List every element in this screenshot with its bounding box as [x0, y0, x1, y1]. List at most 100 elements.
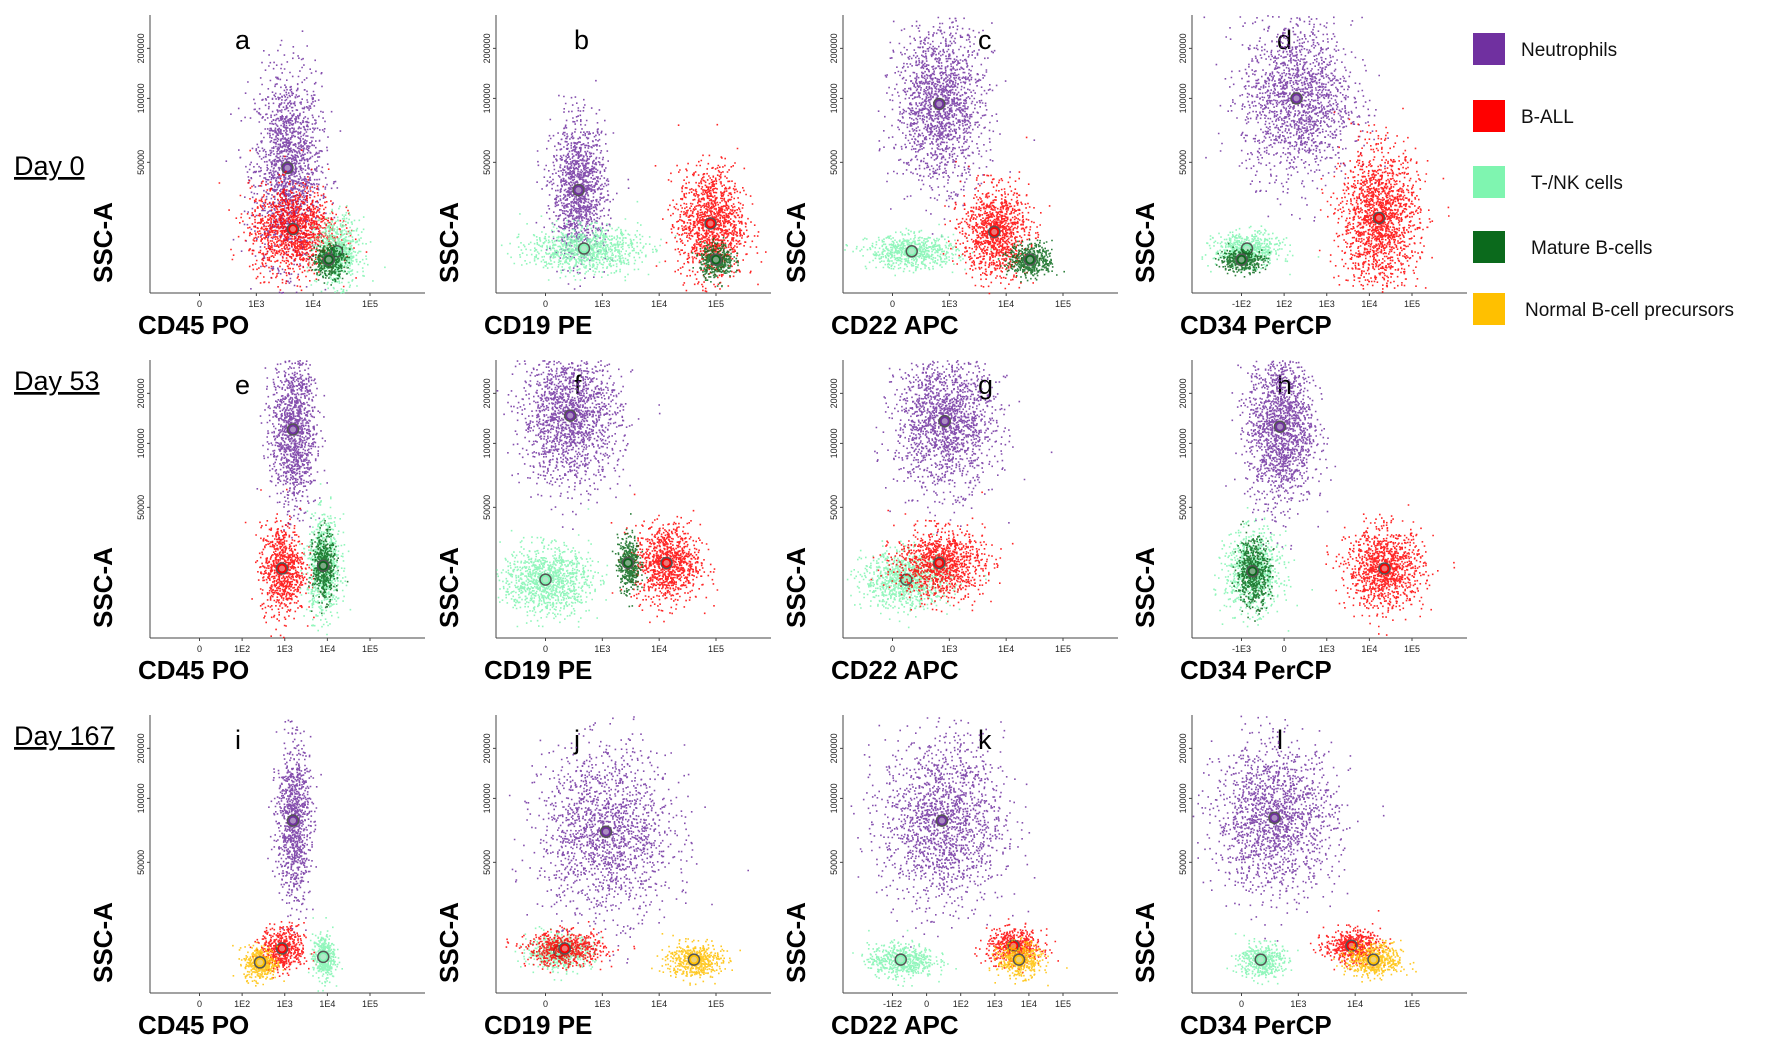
y-tick-label: 100000	[136, 83, 146, 113]
y-axis-title: SSC-A	[781, 902, 811, 983]
y-tick-label: 50000	[482, 495, 492, 520]
population-neutrophils	[496, 360, 661, 530]
population-b-all	[1318, 107, 1450, 293]
x-tick-label: 1E4	[319, 644, 335, 654]
panel-b: 50000 100000 200000 0 1E3 1E4 1E5 b SSC-A CD19 PE	[434, 15, 771, 340]
panel-letter: b	[574, 25, 589, 55]
y-tick-label: 50000	[482, 150, 492, 175]
legend-item-t-nk-cells: T-/NK cells	[1473, 166, 1623, 198]
population-points	[225, 30, 342, 294]
population-centroid-highlight	[320, 953, 327, 960]
x-tick-label: 1E5	[362, 999, 378, 1009]
x-tick-label: 1E3	[248, 299, 264, 309]
population-centroid-highlight	[561, 945, 568, 952]
panel-l: 50000 100000 200000 0 1E3 1E4 1E5 l SSC-A CD34 Pe…	[1130, 715, 1467, 1040]
x-tick-label: 0	[543, 999, 548, 1009]
x-tick-label: 1E2	[234, 644, 250, 654]
y-tick-label: 50000	[829, 150, 839, 175]
panel-k: 50000 100000 200000 -1E2 0 1E2 1E3 1E4 1E5 k SSC-A…	[781, 715, 1118, 1040]
x-tick-label: 1E3	[1319, 644, 1335, 654]
population-points	[1203, 15, 1389, 222]
x-tick-label: 1E4	[651, 644, 667, 654]
population-points	[500, 200, 677, 282]
population-centroid-highlight	[575, 187, 582, 194]
population-mature-b-cells	[1231, 520, 1275, 622]
population-centroid-highlight	[1381, 565, 1388, 572]
population-b-all	[942, 136, 1051, 295]
population-t-nk-cells	[496, 508, 620, 628]
x-tick-label: 0	[543, 299, 548, 309]
population-neutrophils	[267, 719, 322, 934]
population-centroid-highlight	[939, 817, 945, 824]
x-tick-label: 1E3	[941, 644, 957, 654]
population-centroid-highlight	[542, 576, 549, 583]
population-mature-b-cells	[1214, 242, 1271, 278]
population-centroid-highlight	[1370, 956, 1377, 963]
legend-item-b-all: B-ALL	[1473, 100, 1574, 132]
population-centroid-highlight	[581, 245, 587, 252]
population-points	[1201, 225, 1320, 276]
population-b-all	[654, 123, 767, 293]
x-tick-label: 1E5	[362, 644, 378, 654]
x-axis-title: CD22 APC	[831, 1010, 959, 1040]
population-neutrophils	[1203, 15, 1389, 222]
panel-letter: a	[235, 25, 251, 55]
y-tick-label: 50000	[1178, 150, 1188, 175]
x-tick-label: 0	[890, 644, 895, 654]
x-tick-label: 1E5	[1404, 999, 1420, 1009]
x-axis-title: CD22 APC	[831, 310, 959, 340]
x-tick-label: 1E4	[1361, 644, 1377, 654]
y-tick-label: 200000	[482, 733, 492, 763]
population-centroid-highlight	[1293, 95, 1300, 102]
population-normal-b-cell-precursors	[1333, 939, 1417, 983]
population-points	[218, 149, 368, 292]
y-tick-label: 50000	[829, 495, 839, 520]
population-neutrophils	[1225, 360, 1337, 550]
population-normal-b-cell-precursors	[651, 933, 741, 986]
y-tick-label: 200000	[1178, 378, 1188, 408]
x-tick-label: 0	[1239, 999, 1244, 1009]
x-axis-title: CD45 PO	[138, 655, 249, 685]
x-tick-label: 0	[890, 299, 895, 309]
population-points	[850, 717, 1036, 948]
x-tick-label: 0	[197, 644, 202, 654]
y-tick-label: 50000	[136, 495, 146, 520]
population-t-nk-cells	[846, 533, 987, 629]
legend-label: B-ALL	[1521, 107, 1574, 128]
panel-letter: l	[1277, 725, 1283, 755]
population-b-all	[244, 488, 320, 639]
row-label-day-167: Day 167	[14, 721, 115, 751]
population-b-all	[870, 491, 1014, 613]
panel-letter: k	[978, 725, 992, 755]
x-axis-title: CD34 PerCP	[1180, 310, 1332, 340]
x-tick-label: 1E4	[305, 299, 321, 309]
legend: Neutrophils B-ALL T-/NK cells Mature B-c…	[1473, 33, 1734, 325]
population-mature-b-cells	[308, 520, 349, 615]
y-tick-label: 100000	[829, 783, 839, 813]
legend-swatch	[1473, 33, 1505, 65]
population-points	[256, 360, 328, 539]
x-tick-label: 1E4	[1347, 999, 1363, 1009]
population-centroid-highlight	[284, 164, 291, 171]
x-tick-label: 1E2	[953, 999, 969, 1009]
panel-letter: c	[978, 25, 992, 55]
population-mature-b-cells	[997, 239, 1065, 283]
population-centroid-highlight	[567, 412, 574, 419]
population-t-nk-cells	[1226, 933, 1299, 986]
x-tick-label: 1E3	[987, 999, 1003, 1009]
x-tick-label: -1E2	[1232, 299, 1251, 309]
y-tick-label: 200000	[829, 33, 839, 63]
population-centroid-highlight	[936, 100, 943, 107]
x-axis-title: CD45 PO	[138, 1010, 249, 1040]
population-normal-b-cell-precursors	[988, 936, 1068, 987]
row-label-day-0: Day 0	[14, 151, 85, 181]
panel-a: 50000 100000 200000 0 1E3 1E4 1E5 a SSC-A CD45 PO	[88, 15, 425, 340]
population-t-nk-cells	[844, 223, 993, 277]
x-tick-label: 1E5	[708, 644, 724, 654]
population-centroid-highlight	[936, 559, 943, 566]
x-tick-label: 1E2	[1276, 299, 1292, 309]
population-centroid-highlight	[897, 956, 904, 963]
